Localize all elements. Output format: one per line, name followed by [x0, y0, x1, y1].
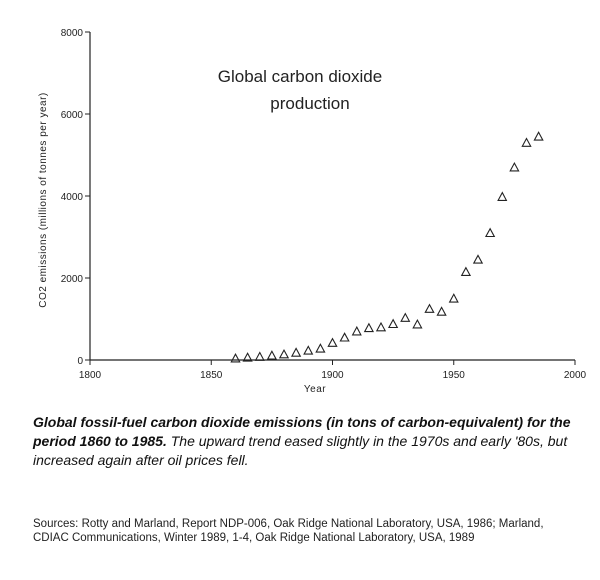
y-tick-label: 6000: [61, 110, 84, 121]
data-point-1860: [230, 353, 241, 363]
data-point-1965: [484, 227, 496, 238]
x-tick-label: 1900: [321, 370, 344, 381]
x-tick-label: 1950: [443, 370, 466, 381]
caption-body: The upward trend eased slightly in the 1…: [33, 433, 568, 468]
data-point-1915: [363, 322, 375, 333]
data-point-1885: [290, 347, 302, 357]
data-point-1895: [315, 343, 326, 353]
data-point-1930: [400, 312, 411, 322]
co2-production-chart: 0 2000 4000 6000 8000 1800 1850 1900 1950 2000 G…: [38, 28, 587, 395]
x-axis-title: Year: [304, 384, 326, 395]
data-point-1935: [412, 318, 423, 329]
data-point-1950: [448, 293, 459, 303]
y-tick-label: 4000: [61, 192, 84, 203]
y-axis-title: CO2 emissions (millions of tonnes per ye…: [38, 92, 49, 307]
data-point-1970: [497, 191, 508, 201]
y-tick-label: 2000: [61, 274, 84, 285]
data-point-1875: [266, 350, 278, 360]
data-point-1980: [521, 137, 532, 147]
x-tick-label: 1850: [200, 370, 223, 381]
caption-lead: Global fossil-fuel carbon dioxide emissi…: [33, 414, 571, 449]
data-point-1975: [509, 161, 520, 172]
data-point-1865: [242, 352, 253, 362]
data-point-1940: [424, 303, 435, 313]
data-series: [230, 131, 544, 363]
data-point-1890: [303, 345, 314, 355]
data-point-1955: [460, 266, 472, 276]
data-point-1910: [351, 325, 362, 336]
chart-title-line-2: production: [270, 94, 349, 113]
x-tick-label: 1800: [79, 370, 102, 381]
data-point-1870: [254, 351, 265, 361]
figure-caption: Global fossil-fuel carbon dioxide emissi…: [33, 413, 573, 470]
y-axis-ticks: 0 2000 4000 6000 8000: [61, 28, 90, 367]
chart-title-line-1: Global carbon dioxide: [218, 67, 382, 86]
data-point-1985: [533, 131, 544, 141]
y-tick-label: 0: [77, 356, 83, 367]
y-tick-label: 8000: [61, 28, 84, 39]
data-point-1945: [436, 306, 447, 316]
data-point-1880: [278, 348, 290, 359]
data-point-1920: [375, 321, 387, 332]
x-tick-label: 2000: [564, 370, 587, 381]
data-point-1905: [339, 332, 350, 342]
x-axis-ticks: 1800 1850 1900 1950 2000: [79, 360, 587, 381]
data-point-1960: [472, 254, 484, 264]
data-point-1925: [387, 318, 399, 329]
data-point-1900: [327, 337, 338, 347]
sources-note: Sources: Rotty and Marland, Report NDP-0…: [33, 518, 544, 544]
